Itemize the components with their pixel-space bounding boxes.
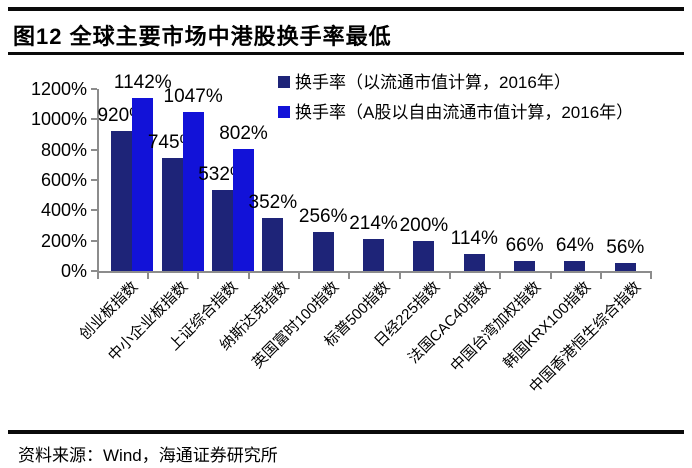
x-axis-tick [398,273,401,279]
y-axis-tick-label: 200% [40,230,87,251]
legend-label-series1: 换手率（以流通市值计算，2016年） [295,73,571,92]
x-axis-tick [197,273,200,279]
bar-value-label: 66% [505,234,544,256]
x-axis-tick [96,273,99,279]
bar-series1 [262,217,284,271]
y-axis-tick-label: 400% [40,200,87,221]
bar-series1 [363,238,385,271]
bar-series2 [233,149,254,271]
x-axis-tick [650,273,653,279]
y-axis-tick-label: 0% [60,261,87,281]
x-axis-tick [146,273,149,279]
x-axis-tick [348,273,351,279]
y-axis-tick-label: 1200% [30,79,87,99]
figure-title: 图12 全球主要市场中港股换手率最低 [13,24,392,49]
bar-value-label: 256% [298,206,348,228]
bar-series1 [564,261,586,271]
bar-value-label: 56% [606,236,645,258]
y-axis-tick-label: 600% [40,170,87,190]
y-axis-line [97,89,99,273]
bar-series1 [111,131,133,271]
x-axis-tick [549,273,552,279]
bar-value-label: 1047% [163,86,223,108]
bar-series2 [182,112,204,271]
y-axis-tick [91,209,97,212]
bar-series1 [212,190,233,271]
x-axis-line [97,271,652,273]
bar-series1 [161,158,183,271]
legend-item-series1: 换手率（以流通市值计算，2016年） [278,72,633,93]
bar-value-label: 1142% [113,71,172,93]
bar-series1 [463,253,485,271]
legend-item-series2: 换手率（A股以自由流通市值计算，2016年） [278,102,633,123]
chart-legend: 换手率（以流通市值计算，2016年） 换手率（A股以自由流通市值计算，2016年… [278,72,633,132]
bar-series1 [614,262,636,271]
legend-swatch-series1 [278,76,290,88]
x-axis-tick [499,273,502,279]
bar-series1 [514,260,536,271]
bar-value-label: 214% [349,212,398,234]
source-note: 资料来源：Wind，海通证券研究所 [18,446,278,465]
y-axis-tick [91,118,97,121]
y-axis-tick [91,179,97,181]
top-rule [8,7,684,11]
bar-series1 [312,232,334,271]
bar-value-label: 352% [248,191,298,213]
y-axis-tick [91,148,97,151]
title-divider-rule [8,52,684,55]
bar-series2 [132,97,154,271]
x-axis-tick [298,273,300,279]
bottom-rule [8,430,684,434]
bar-value-label: 64% [555,235,594,257]
y-axis-tick [91,270,97,272]
bar-value-label: 532% [198,164,247,186]
bar-series1 [413,240,435,271]
bar-value-label: 200% [399,214,449,236]
x-axis-tick [449,273,452,279]
x-axis-tick [247,273,250,279]
y-axis-tick-label: 1000% [30,109,87,130]
y-axis-tick [91,239,97,242]
y-axis-tick [91,88,97,90]
bar-value-label: 802% [219,123,268,145]
x-axis-label: 韩国KRX100指数 [500,278,595,373]
bar-value-label: 920% [97,105,147,127]
x-axis-tick [600,273,603,279]
x-axis-label: 中国台湾加权指数 [447,278,544,376]
bar-value-label: 114% [450,227,498,249]
legend-swatch-series2 [278,106,290,118]
legend-label-series2: 换手率（A股以自由流通市值计算，2016年） [295,103,634,122]
y-axis-tick-label: 800% [40,139,87,160]
